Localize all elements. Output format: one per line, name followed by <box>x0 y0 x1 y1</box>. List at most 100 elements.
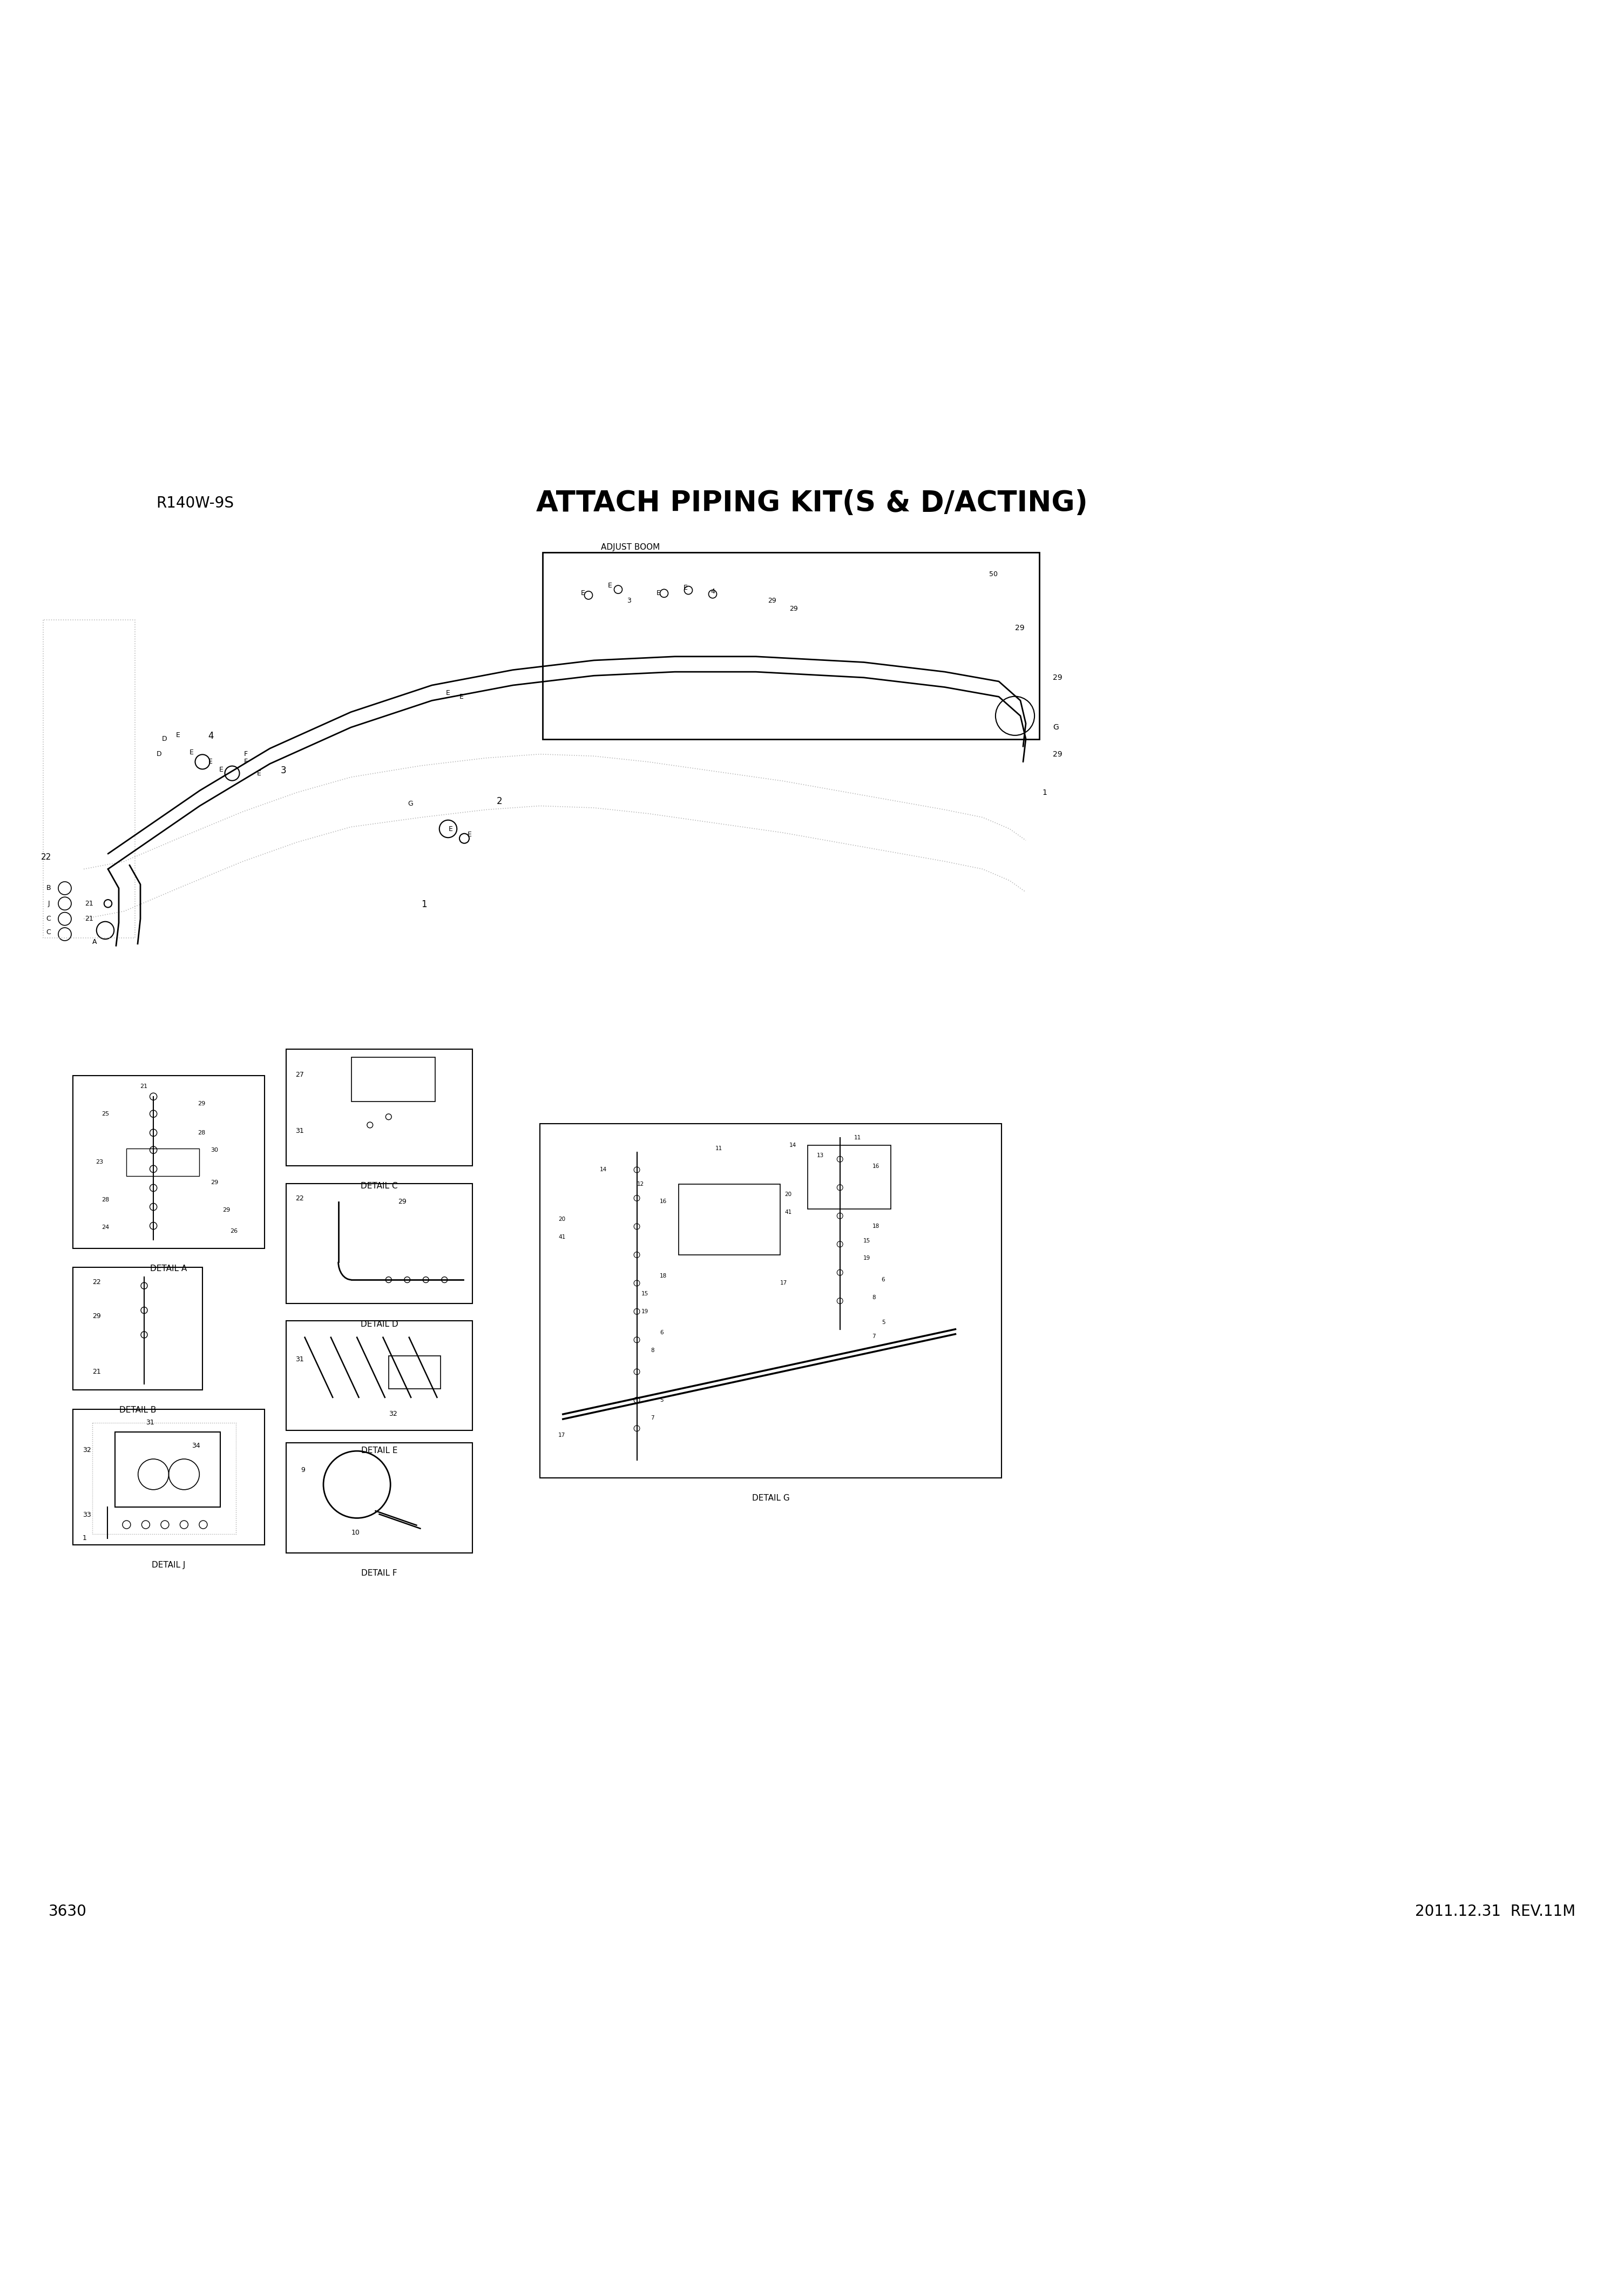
Bar <box>73 1266 203 1390</box>
Text: 11: 11 <box>715 1145 723 1152</box>
Text: 7: 7 <box>872 1333 875 1340</box>
Text: E: E <box>581 591 585 598</box>
Text: 17: 17 <box>780 1280 788 1287</box>
Bar <box>807 1145 890 1209</box>
Text: 29: 29 <box>398 1198 406 1205</box>
Text: ADJUST BOOM: ADJUST BOOM <box>601 543 659 552</box>
Text: 1: 1 <box>83 1534 86 1541</box>
Bar <box>351 1058 435 1101</box>
Text: C: C <box>45 916 50 923</box>
Text: E: E <box>656 591 661 598</box>
Text: 29: 29 <box>222 1207 231 1214</box>
Text: D: D <box>162 735 167 742</box>
Text: 29: 29 <box>1052 673 1062 682</box>
Text: 29: 29 <box>93 1312 101 1319</box>
Text: E: E <box>208 758 213 765</box>
Text: 11: 11 <box>854 1136 861 1140</box>
Bar <box>286 1184 473 1303</box>
Text: E: E <box>460 694 464 701</box>
Text: 16: 16 <box>659 1200 667 1205</box>
Text: 31: 31 <box>296 1127 304 1134</box>
Bar <box>539 1124 1002 1477</box>
Text: 29: 29 <box>1052 751 1062 758</box>
Text: 20: 20 <box>784 1191 791 1198</box>
Text: G: G <box>1052 724 1059 731</box>
Text: 41: 41 <box>784 1209 793 1216</box>
Text: 25: 25 <box>102 1111 109 1118</box>
Text: F: F <box>244 751 247 758</box>
Text: 34: 34 <box>192 1443 200 1450</box>
Text: 20: 20 <box>559 1216 565 1223</box>
Text: 14: 14 <box>789 1143 796 1147</box>
Bar <box>286 1321 473 1431</box>
Text: DETAIL J: DETAIL J <box>153 1562 185 1569</box>
Text: B: B <box>45 884 50 891</box>
Text: E: E <box>607 582 612 589</box>
Text: 16: 16 <box>872 1163 880 1168</box>
Bar <box>127 1147 200 1175</box>
Text: DETAIL G: DETAIL G <box>752 1495 789 1502</box>
Text: E: E <box>448 824 453 831</box>
Text: 31: 31 <box>296 1356 304 1363</box>
Text: 1: 1 <box>421 900 427 909</box>
Text: 22: 22 <box>296 1195 304 1202</box>
Text: E: E <box>468 831 473 838</box>
Text: 15: 15 <box>862 1239 870 1243</box>
Text: E: E <box>684 584 689 591</box>
Text: DETAIL A: DETAIL A <box>151 1264 187 1273</box>
Text: 29: 29 <box>789 605 797 611</box>
Text: 50: 50 <box>989 570 997 577</box>
Text: 27: 27 <box>296 1072 304 1079</box>
Text: 28: 28 <box>198 1129 205 1136</box>
Text: 17: 17 <box>559 1434 565 1438</box>
Text: E: E <box>190 749 193 756</box>
Text: DETAIL F: DETAIL F <box>361 1569 398 1578</box>
Text: 21: 21 <box>84 916 93 923</box>
Text: 19: 19 <box>862 1255 870 1262</box>
Text: J: J <box>47 900 50 907</box>
Text: E: E <box>257 769 261 776</box>
Text: 2: 2 <box>497 797 502 806</box>
Text: 3: 3 <box>281 765 286 776</box>
Text: 6: 6 <box>659 1330 664 1335</box>
Text: 3630: 3630 <box>49 1903 88 1919</box>
Text: 8: 8 <box>872 1294 875 1301</box>
Text: DETAIL B: DETAIL B <box>119 1406 156 1415</box>
Text: E: E <box>447 689 450 696</box>
Text: 2011.12.31  REV.11M: 2011.12.31 REV.11M <box>1415 1903 1575 1919</box>
Text: DETAIL E: DETAIL E <box>361 1447 398 1454</box>
Text: 22: 22 <box>93 1278 101 1285</box>
Text: 5: 5 <box>659 1397 664 1404</box>
Text: 30: 30 <box>211 1147 219 1152</box>
Text: ATTACH PIPING KIT(S & D/ACTING): ATTACH PIPING KIT(S & D/ACTING) <box>536 490 1088 518</box>
Text: F: F <box>244 758 247 765</box>
Bar <box>286 1049 473 1166</box>
Text: 4: 4 <box>208 731 213 742</box>
Text: A: A <box>93 939 97 946</box>
Text: 21: 21 <box>140 1083 148 1090</box>
Text: 10: 10 <box>351 1530 361 1537</box>
Bar <box>73 1076 265 1248</box>
Text: 26: 26 <box>231 1227 237 1234</box>
Text: 3: 3 <box>627 598 632 605</box>
Text: 18: 18 <box>659 1273 667 1278</box>
Text: 8: 8 <box>651 1349 654 1353</box>
Text: E: E <box>175 731 180 740</box>
Text: 23: 23 <box>96 1159 104 1166</box>
Text: R140W-9S: R140W-9S <box>156 497 234 511</box>
Text: 1: 1 <box>1043 788 1047 797</box>
Text: 13: 13 <box>817 1152 823 1159</box>
Text: D: D <box>156 751 162 758</box>
Text: 24: 24 <box>102 1225 109 1230</box>
Text: 29: 29 <box>211 1179 219 1186</box>
Text: 9: 9 <box>300 1466 305 1475</box>
Text: 31: 31 <box>146 1420 154 1427</box>
Text: 29: 29 <box>1015 623 1025 632</box>
Text: 21: 21 <box>84 900 93 907</box>
Text: 7: 7 <box>651 1415 654 1420</box>
Text: G: G <box>408 802 412 808</box>
Text: 29: 29 <box>768 598 776 605</box>
Text: C: C <box>45 930 50 937</box>
Bar <box>73 1408 265 1546</box>
Text: 14: 14 <box>599 1168 607 1172</box>
